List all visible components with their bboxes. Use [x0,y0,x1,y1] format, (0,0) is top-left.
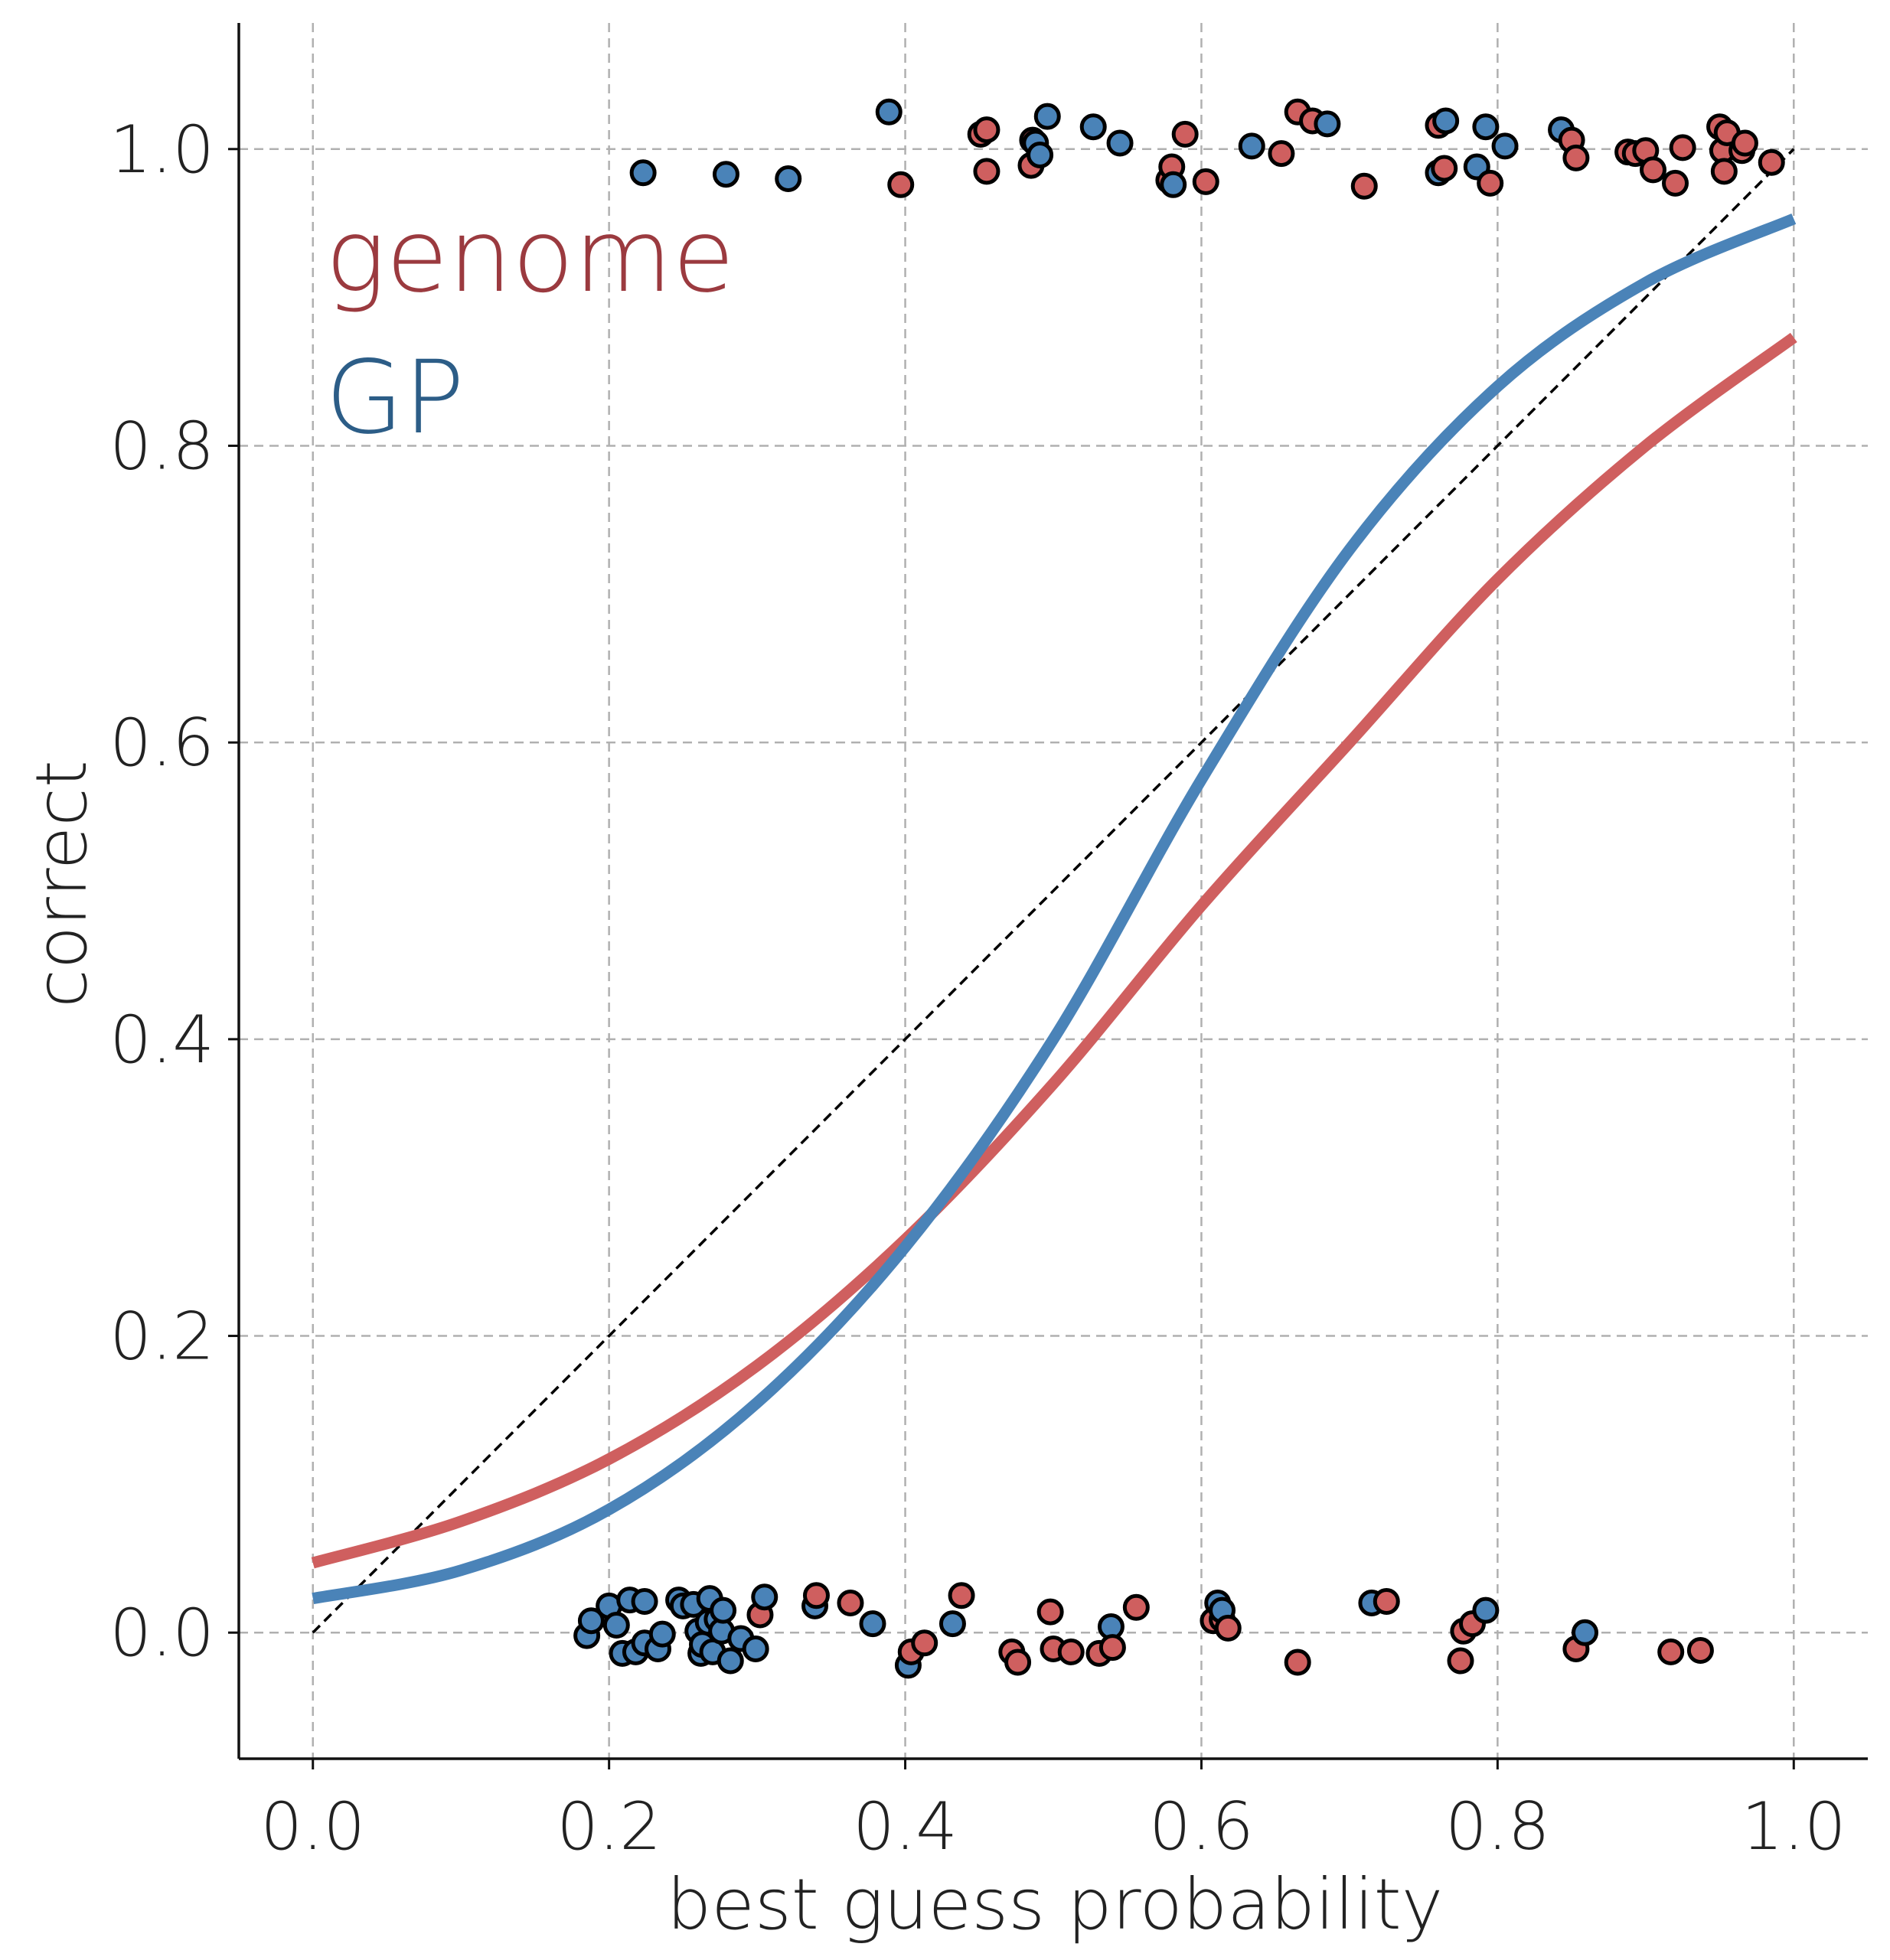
point-genome [1350,172,1378,200]
point-gp [577,1607,605,1635]
point-gp [1238,132,1265,160]
point-genome [1268,140,1295,168]
point-genome [1710,158,1738,185]
y-tick-label: 1.0 [109,112,214,188]
reference-line-group [312,148,1795,1634]
x-axis-title: best guess probability [667,1864,1443,1945]
x-tick-label: 0.6 [1149,1789,1254,1865]
point-genome [1171,120,1199,148]
legend-label-genome: genome [325,197,735,315]
point-genome [1284,1649,1311,1676]
y-tick-label: 0.0 [109,1595,214,1671]
point-gp [1027,142,1054,169]
y-tick-label: 0.6 [109,705,214,781]
grid-lines [239,23,1868,1759]
point-gp [875,98,903,126]
point-genome [1036,1598,1064,1626]
point-gp [648,1620,676,1648]
point-genome [1686,1636,1714,1664]
reference-diagonal-line [312,148,1795,1634]
point-genome [1477,169,1504,197]
point-genome [1122,1593,1150,1621]
point-gp [742,1636,769,1663]
point-genome [887,171,915,198]
point-genome [1431,155,1458,182]
point-gp [1472,113,1500,141]
axes [228,23,1868,1769]
point-genome [948,1582,975,1609]
point-genome [1098,1634,1126,1662]
fit-curve-genome [311,332,1797,1569]
point-genome [1662,169,1689,197]
point-genome [1731,129,1758,157]
y-axis-title: correct [21,760,103,1008]
point-genome [1373,1588,1400,1616]
fit-curve-gp [312,213,1797,1605]
x-tick-label: 0.4 [853,1789,958,1865]
point-gp [775,165,802,193]
y-tick-label: 0.4 [109,1002,214,1078]
point-gp [859,1610,886,1638]
point-genome [1192,168,1219,195]
point-gp [1033,103,1061,130]
x-tick-label: 0.2 [557,1789,661,1865]
point-gp [710,1596,737,1624]
scatter-points [573,98,1785,1679]
y-tick-label: 0.8 [109,408,214,484]
point-gp [1572,1619,1599,1646]
point-gp [629,159,657,187]
point-gp [1491,132,1519,160]
point-gp [1472,1596,1500,1624]
point-gp [1079,113,1107,141]
point-genome [1447,1647,1474,1675]
legend: genome GP [325,197,735,457]
point-genome [802,1582,830,1609]
point-genome [973,116,1000,144]
x-tick-label: 1.0 [1741,1789,1846,1865]
x-tick-label: 0.0 [260,1789,365,1865]
point-gp [938,1610,966,1638]
y-tick-label: 0.2 [109,1299,214,1375]
point-gp [631,1588,658,1616]
point-gp [717,1647,744,1675]
point-genome [1057,1638,1085,1665]
point-gp [602,1612,630,1639]
point-genome [1562,144,1590,171]
legend-label-gp: GP [325,339,465,457]
point-gp [751,1583,779,1611]
point-genome [1758,148,1785,176]
tick-labels: 0.0 0.2 0.4 0.6 0.8 1.0 0.0 0.2 0.4 0.6 0.8 1.0 [109,112,1846,1865]
point-gp [1160,171,1187,198]
point-gp [1432,107,1460,135]
point-genome [911,1629,938,1657]
point-genome [1657,1638,1685,1665]
x-tick-label: 0.8 [1445,1789,1550,1865]
point-genome [1004,1649,1032,1676]
point-gp [1106,129,1134,157]
point-genome [837,1589,864,1616]
point-gp [712,161,739,188]
point-genome [1639,156,1666,184]
point-gp [1314,110,1341,138]
point-genome [1669,134,1696,161]
point-genome [973,158,1000,185]
point-genome [1214,1614,1242,1642]
fit-curves [311,213,1797,1605]
